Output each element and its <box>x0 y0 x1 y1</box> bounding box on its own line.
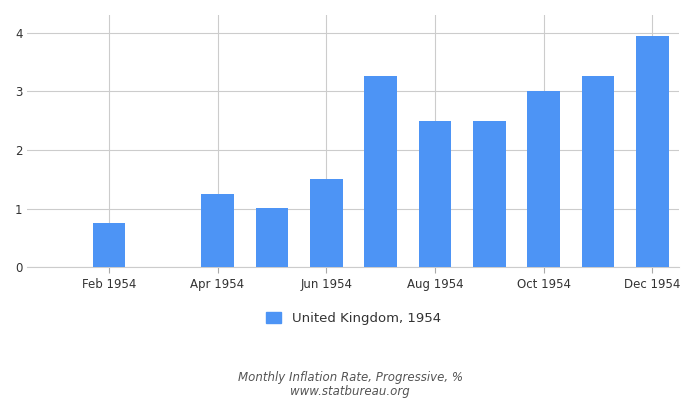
Text: Monthly Inflation Rate, Progressive, %: Monthly Inflation Rate, Progressive, % <box>237 372 463 384</box>
Bar <box>636 36 668 267</box>
Bar <box>310 179 342 267</box>
Bar <box>364 76 397 267</box>
Legend: United Kingdom, 1954: United Kingdom, 1954 <box>265 312 441 325</box>
Bar <box>92 223 125 267</box>
Bar <box>527 91 560 267</box>
Bar <box>256 208 288 267</box>
Bar <box>473 120 505 267</box>
Text: www.statbureau.org: www.statbureau.org <box>290 386 410 398</box>
Bar <box>419 120 452 267</box>
Bar <box>201 194 234 267</box>
Bar <box>582 76 614 267</box>
